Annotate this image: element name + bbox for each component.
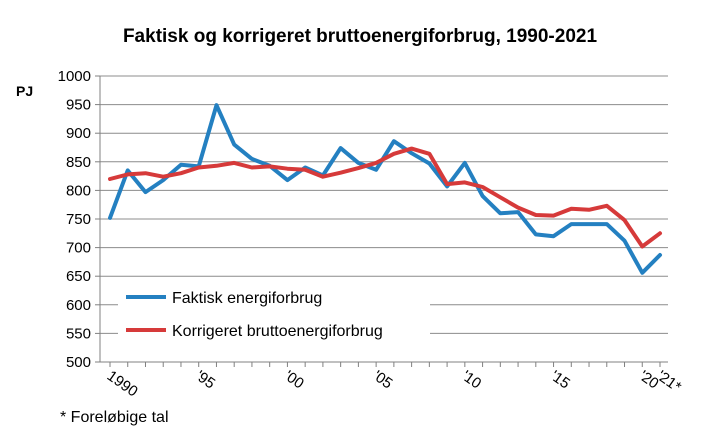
data-point — [108, 177, 112, 181]
data-point — [463, 180, 467, 184]
x-tick-label: '00 — [281, 367, 307, 392]
legend-label: Faktisk energiforbrug — [172, 290, 322, 307]
y-tick-label: 750 — [66, 211, 91, 228]
data-point — [623, 218, 627, 222]
data-point — [605, 222, 609, 226]
data-point — [498, 195, 502, 199]
data-point — [410, 151, 414, 155]
data-point — [143, 190, 147, 194]
data-point — [250, 166, 254, 170]
data-point — [356, 166, 360, 170]
data-point — [587, 222, 591, 226]
data-point — [552, 234, 556, 238]
x-tick-label: '21* — [654, 367, 685, 396]
data-point — [392, 139, 396, 143]
legend-box — [118, 280, 430, 352]
y-tick-label: 1000 — [58, 68, 91, 85]
data-point — [339, 146, 343, 150]
series-line-1 — [108, 103, 662, 275]
data-point — [161, 175, 165, 179]
data-point — [569, 222, 573, 226]
data-point — [143, 171, 147, 175]
data-point — [587, 208, 591, 212]
data-point — [658, 253, 662, 257]
data-point — [534, 232, 538, 236]
data-point — [569, 207, 573, 211]
y-tick-label: 850 — [66, 154, 91, 171]
chart-title: Faktisk og korrigeret bruttoenergiforbru… — [123, 26, 598, 47]
data-point — [339, 171, 343, 175]
data-point — [534, 213, 538, 217]
y-tick-label: 650 — [66, 268, 91, 285]
data-point — [179, 171, 183, 175]
data-point — [232, 143, 236, 147]
data-point — [356, 161, 360, 165]
data-point — [445, 182, 449, 186]
x-tick-label: '15 — [547, 367, 573, 392]
footnote: * Foreløbige tal — [60, 409, 169, 426]
data-point — [285, 178, 289, 182]
y-axis-label: PJ — [16, 83, 33, 99]
series-line-2 — [108, 146, 662, 249]
x-tick-label: '95 — [192, 367, 218, 392]
data-point — [410, 147, 414, 151]
x-tick-label: '10 — [459, 367, 485, 392]
legend: Faktisk energiforbrug Korrigeret bruttoen… — [118, 280, 430, 352]
data-point — [126, 168, 130, 172]
data-point — [179, 163, 183, 167]
y-tick-label: 700 — [66, 240, 91, 257]
data-point — [605, 204, 609, 208]
y-tick-label: 950 — [66, 97, 91, 114]
data-point — [268, 164, 272, 168]
data-point — [498, 211, 502, 215]
x-tick-label: 1990 — [104, 367, 141, 400]
data-point — [552, 214, 556, 218]
data-point — [516, 210, 520, 214]
data-point — [126, 172, 130, 176]
data-point — [623, 239, 627, 243]
data-point — [640, 244, 644, 248]
data-point — [250, 157, 254, 161]
data-point — [481, 185, 485, 189]
data-point — [463, 161, 467, 165]
axes: 500 550 600 650 700 750 800 850 900 950 1000 1990 '9… — [58, 68, 685, 400]
y-tick-label: 500 — [66, 354, 91, 371]
data-point — [214, 103, 218, 107]
legend-label: Korrigeret bruttoenergiforbrug — [172, 323, 383, 340]
data-point — [427, 152, 431, 156]
data-point — [374, 168, 378, 172]
data-point — [481, 194, 485, 198]
series-lines — [108, 103, 662, 275]
data-point — [161, 178, 165, 182]
data-point — [303, 168, 307, 172]
y-tick-label: 900 — [66, 125, 91, 142]
data-point — [516, 206, 520, 210]
y-tick-label: 550 — [66, 325, 91, 342]
y-tick-label: 600 — [66, 297, 91, 314]
data-point — [392, 152, 396, 156]
data-point — [374, 161, 378, 165]
data-point — [214, 164, 218, 168]
data-point — [640, 271, 644, 275]
data-point — [232, 161, 236, 165]
data-point — [285, 167, 289, 171]
data-point — [321, 175, 325, 179]
data-point — [197, 166, 201, 170]
x-tick-label: '05 — [370, 367, 396, 392]
y-tick-label: 800 — [66, 182, 91, 199]
data-point — [108, 216, 112, 220]
data-point — [427, 162, 431, 166]
data-point — [658, 231, 662, 235]
